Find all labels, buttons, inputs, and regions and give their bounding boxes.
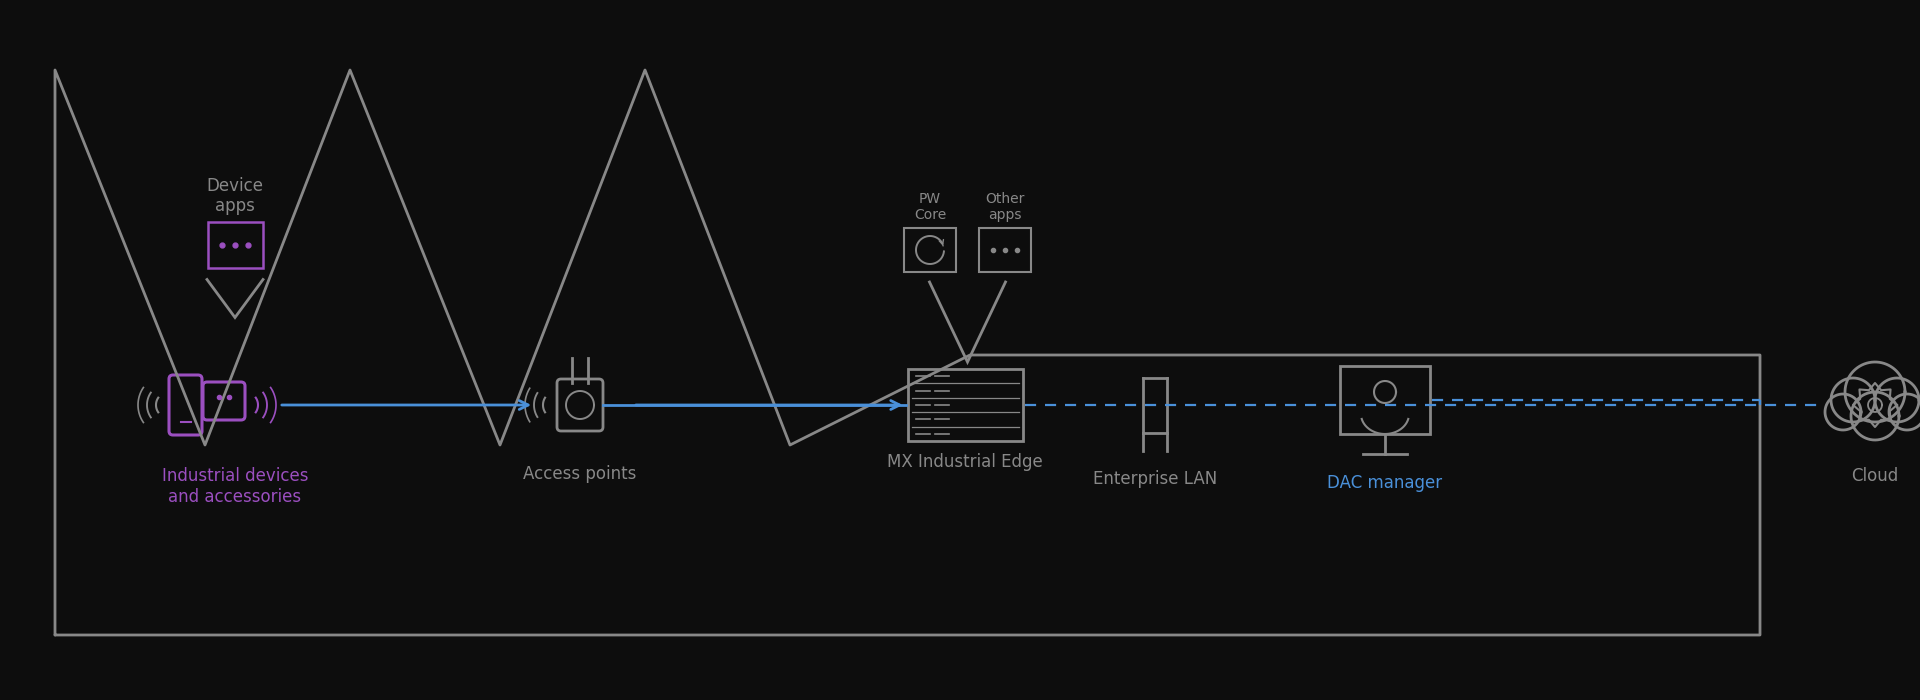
Text: PW
Core: PW Core: [914, 192, 947, 222]
Text: Industrial devices
and accessories: Industrial devices and accessories: [161, 467, 309, 506]
Text: DAC manager: DAC manager: [1327, 474, 1442, 492]
Text: Device
apps: Device apps: [207, 176, 263, 216]
Text: Access points: Access points: [524, 465, 637, 483]
Text: Other
apps: Other apps: [985, 192, 1025, 222]
Text: Cloud: Cloud: [1851, 467, 1899, 485]
Text: MX Industrial Edge: MX Industrial Edge: [887, 453, 1043, 471]
Text: Enterprise LAN: Enterprise LAN: [1092, 470, 1217, 488]
